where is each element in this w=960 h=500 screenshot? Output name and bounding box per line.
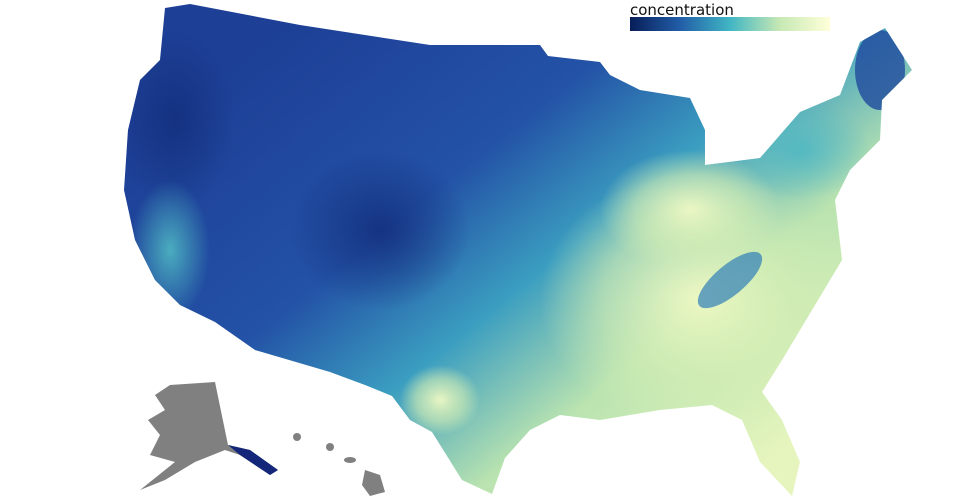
region-rockies: [290, 150, 470, 310]
region-appalachia: [697, 251, 763, 309]
legend: concentration: [630, 1, 830, 31]
contiguous-us: [124, 4, 912, 496]
region-northeast: [730, 100, 870, 200]
legend-color-bar: [630, 17, 830, 31]
alaska: [140, 382, 278, 490]
region-northwest: [124, 30, 235, 210]
region-south-texas: [400, 365, 480, 435]
legend-title: concentration: [630, 1, 734, 19]
hawaii: [293, 433, 385, 496]
region-midwest: [600, 150, 780, 270]
region-california: [130, 180, 210, 320]
region-maine: [855, 30, 905, 110]
